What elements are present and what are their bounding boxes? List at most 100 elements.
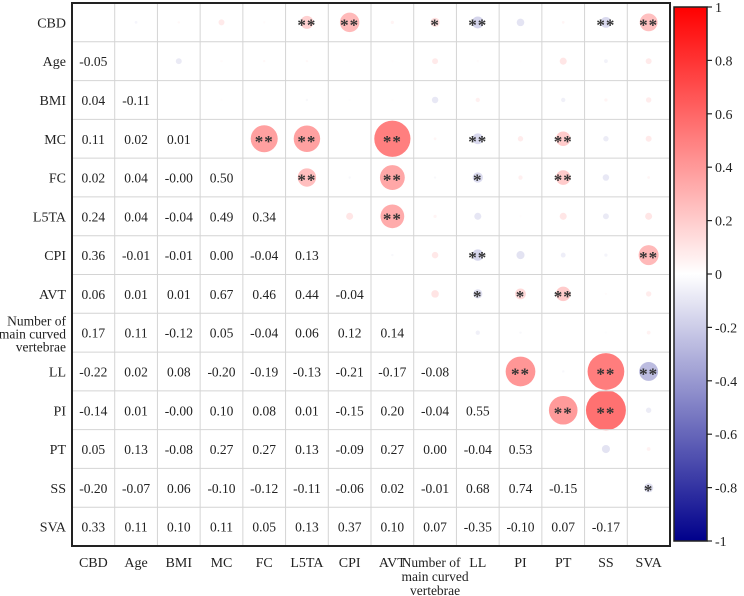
correlation-value: -0.01 [165, 248, 193, 263]
correlation-value: 0.04 [124, 209, 148, 224]
x-axis-label: AVT [379, 556, 406, 571]
correlation-circle [218, 19, 225, 26]
correlation-circle [474, 212, 482, 220]
correlation-circle [646, 330, 651, 335]
y-axis-label: BMI [40, 94, 67, 109]
correlation-circle [305, 98, 309, 102]
correlation-circle [433, 137, 437, 141]
significance-stars: ** [297, 171, 316, 190]
correlation-circle [519, 59, 522, 63]
correlation-value: -0.04 [464, 442, 492, 457]
colorbar-tick-label: -0.8 [715, 482, 737, 497]
significance-stars: ** [255, 132, 274, 151]
x-axis-label: SS [598, 556, 614, 571]
matrix-frame [71, 2, 671, 547]
y-axis-label: LL [49, 365, 66, 380]
y-axis-label: SVA [40, 521, 67, 536]
colorbar-legend: 1 0.8 0.6 0.4 0.2 0 -0.2 -0.4 -0.6 -0.8 -1 [673, 1, 737, 550]
correlation-value: 0.06 [82, 287, 106, 302]
colorbar-tick-label: -0.6 [715, 428, 737, 443]
correlation-value: 0.10 [210, 403, 234, 418]
correlation-circle [348, 176, 351, 179]
correlation-value: 0.27 [210, 442, 234, 457]
correlation-circle [604, 59, 608, 64]
colorbar-tick-label: 1 [715, 1, 722, 16]
correlation-circle [559, 57, 567, 65]
correlation-value: -0.13 [293, 364, 321, 379]
correlation-value: -0.05 [79, 54, 107, 69]
colorbar-gradient [673, 6, 708, 542]
correlation-circle [647, 176, 650, 179]
correlation-circle [519, 215, 522, 218]
correlation-circle [644, 483, 654, 493]
correlation-value: 0.55 [466, 403, 490, 418]
correlation-circle [391, 98, 394, 102]
correlation-value: 0.02 [381, 481, 405, 496]
grid-lines [72, 3, 670, 546]
significance-stars: ** [383, 209, 402, 228]
y-axis-label: CPI [44, 249, 66, 264]
colorbar-tick-label: -0.2 [715, 321, 737, 336]
significance-stars: ** [297, 132, 316, 151]
correlation-circle [601, 444, 610, 454]
significance-stars: ** [554, 287, 573, 306]
correlation-value: 0.13 [295, 248, 319, 263]
correlation-value: 0.11 [125, 520, 148, 535]
correlation-value: 0.24 [82, 209, 106, 224]
significance-stars: ** [596, 403, 615, 422]
correlation-circle [339, 12, 360, 33]
correlation-value: -0.17 [592, 520, 620, 535]
y-axis-label: AVT [39, 288, 66, 303]
correlation-circle [519, 98, 522, 102]
correlation-circle [517, 136, 524, 142]
correlation-value: 0.36 [82, 248, 106, 263]
x-axis-label: FC [256, 556, 273, 571]
correlation-value: 0.67 [210, 287, 234, 302]
correlation-circle [604, 253, 608, 257]
correlation-value: 0.14 [381, 326, 405, 341]
correlation-value: 0.00 [210, 248, 234, 263]
colorbar-tick-label: -1 [715, 535, 727, 550]
correlation-value: -0.06 [336, 481, 364, 496]
correlation-circle [390, 20, 394, 25]
correlation-circle [515, 288, 526, 300]
significance-stars: ** [554, 171, 573, 190]
x-axis-label: Age [124, 556, 147, 571]
correlation-circle [519, 331, 522, 334]
correlation-circle [348, 98, 351, 102]
significance-stars: ** [639, 15, 658, 34]
correlation-circle [639, 362, 659, 381]
correlation-circle [297, 168, 317, 187]
correlation-value: -0.08 [421, 364, 449, 379]
significance-stars: * [473, 287, 483, 306]
correlation-value: 0.01 [167, 132, 191, 147]
correlation-value: 0.53 [509, 442, 533, 457]
correlation-value: 0.13 [295, 442, 319, 457]
y-axis-label: vertebrae [16, 340, 66, 355]
correlation-circle [645, 291, 652, 297]
correlation-value: -0.04 [165, 209, 193, 224]
x-axis-label: L5TA [290, 556, 324, 571]
correlation-circle [348, 137, 351, 140]
correlation-value: 0.44 [295, 287, 319, 302]
correlation-value: -0.15 [549, 481, 577, 496]
correlation-circle [300, 15, 314, 29]
y-axis-label: SS [50, 482, 66, 497]
correlation-circle [639, 13, 658, 32]
correlation-value: -0.15 [336, 403, 364, 418]
correlation-circle [374, 120, 411, 157]
x-axis-label: Number of [402, 555, 461, 570]
correlation-circle [562, 331, 565, 334]
correlation-value: 0.04 [82, 93, 106, 108]
correlation-value: 0.02 [124, 364, 148, 379]
correlation-circle [305, 59, 309, 63]
correlation-circle [432, 58, 439, 65]
correlation-value: -0.12 [165, 326, 193, 341]
correlation-circle [555, 286, 571, 302]
correlation-value: -0.11 [122, 93, 150, 108]
correlation-circle [560, 252, 566, 258]
significance-stars: ** [340, 15, 359, 34]
correlation-value: 0.08 [252, 403, 276, 418]
correlation-circle [472, 249, 484, 261]
